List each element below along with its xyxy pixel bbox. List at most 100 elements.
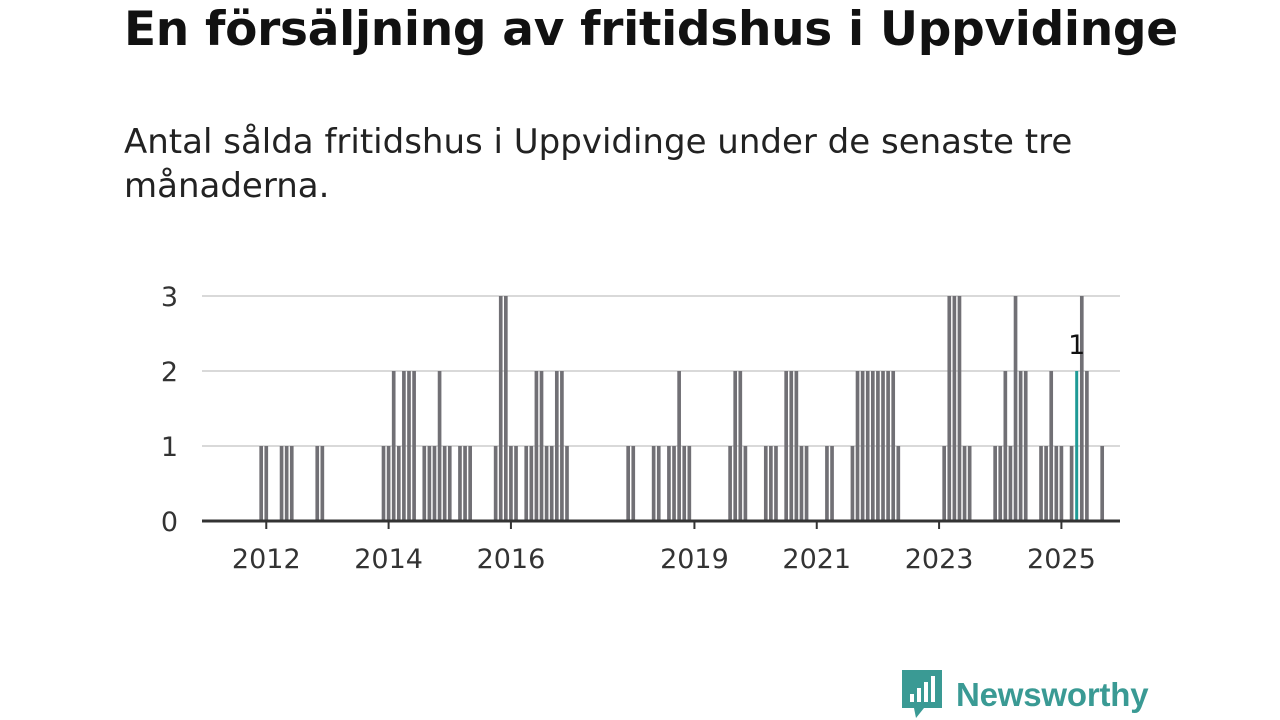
bar bbox=[993, 446, 997, 521]
newsworthy-logo-icon bbox=[902, 670, 942, 718]
bar bbox=[1059, 446, 1064, 521]
bar bbox=[891, 371, 896, 521]
bar bbox=[534, 371, 539, 521]
newsworthy-logo: Newsworthy bbox=[902, 670, 1149, 720]
bar bbox=[631, 446, 636, 521]
bar bbox=[952, 296, 957, 521]
bar bbox=[733, 371, 738, 521]
y-tick-label: 2 bbox=[161, 357, 178, 388]
bar bbox=[830, 446, 834, 521]
bar bbox=[626, 446, 630, 521]
bar bbox=[799, 446, 804, 521]
bar bbox=[279, 446, 284, 521]
x-tick-label: 2016 bbox=[477, 544, 546, 575]
bar bbox=[468, 446, 472, 521]
bar bbox=[458, 446, 462, 521]
bar bbox=[1085, 371, 1089, 521]
bar bbox=[769, 446, 773, 521]
y-tick-label: 1 bbox=[161, 432, 178, 463]
bar bbox=[554, 371, 559, 521]
bar bbox=[432, 446, 437, 521]
bar bbox=[682, 446, 687, 521]
highlight-bar bbox=[1075, 371, 1079, 521]
bar bbox=[804, 446, 809, 521]
chart-title: En försäljning av fritidshus i Uppviding… bbox=[124, 2, 1178, 57]
chart-subtitle: Antal sålda fritidshus i Uppvidinge unde… bbox=[124, 122, 1073, 207]
bar bbox=[962, 446, 967, 521]
bar bbox=[396, 446, 401, 521]
bar bbox=[386, 446, 391, 521]
x-tick-label: 2014 bbox=[354, 544, 423, 575]
bar bbox=[1013, 296, 1018, 521]
bar bbox=[1100, 446, 1105, 521]
bar bbox=[1079, 296, 1084, 521]
bar bbox=[544, 446, 549, 521]
bar bbox=[865, 371, 870, 521]
bar bbox=[320, 446, 325, 521]
bar bbox=[789, 371, 794, 521]
bar bbox=[656, 446, 661, 521]
bar bbox=[870, 371, 875, 521]
bar bbox=[677, 371, 681, 521]
bar bbox=[412, 371, 416, 521]
bar bbox=[743, 446, 748, 521]
y-tick-label: 0 bbox=[161, 507, 178, 538]
bar bbox=[942, 446, 947, 521]
y-tick-label: 3 bbox=[161, 282, 178, 313]
bar bbox=[886, 371, 890, 521]
bar bbox=[947, 296, 952, 521]
bar bbox=[402, 371, 406, 521]
bar bbox=[763, 446, 768, 521]
bar bbox=[651, 446, 656, 521]
bar bbox=[437, 371, 442, 521]
bar bbox=[514, 446, 518, 521]
data-label: 1 bbox=[1068, 330, 1085, 361]
bar bbox=[1054, 446, 1059, 521]
bar bbox=[407, 371, 411, 521]
bar bbox=[881, 371, 885, 521]
bar bbox=[957, 296, 962, 521]
bar bbox=[774, 446, 778, 521]
x-tick-label: 2012 bbox=[232, 544, 301, 575]
bar bbox=[998, 446, 1003, 521]
bar bbox=[447, 446, 452, 521]
bar bbox=[284, 446, 289, 521]
bar bbox=[289, 446, 294, 521]
bar bbox=[967, 446, 972, 521]
bar bbox=[493, 446, 498, 521]
bar bbox=[738, 371, 743, 521]
bar bbox=[529, 446, 534, 521]
x-tick-label: 2019 bbox=[660, 544, 729, 575]
bar bbox=[560, 371, 564, 521]
bar bbox=[524, 446, 529, 521]
bar bbox=[1018, 371, 1023, 521]
bar bbox=[672, 446, 676, 521]
bar bbox=[442, 446, 447, 521]
bar bbox=[860, 371, 865, 521]
x-tick-label: 2025 bbox=[1027, 544, 1096, 575]
bar bbox=[259, 446, 264, 521]
bar bbox=[1044, 446, 1048, 521]
bar bbox=[1023, 371, 1028, 521]
bar bbox=[825, 446, 829, 521]
bar bbox=[1039, 446, 1043, 521]
bar bbox=[1008, 446, 1013, 521]
bar bbox=[264, 446, 269, 521]
brand-name: Newsworthy bbox=[956, 676, 1149, 713]
bar bbox=[728, 446, 732, 521]
bar bbox=[855, 371, 860, 521]
bar bbox=[422, 446, 427, 521]
bar bbox=[315, 446, 320, 521]
bar bbox=[794, 371, 799, 521]
bar bbox=[463, 446, 467, 521]
bar bbox=[565, 446, 569, 521]
bar bbox=[667, 446, 671, 521]
bar bbox=[876, 371, 880, 521]
bar bbox=[549, 446, 554, 521]
bar bbox=[1069, 446, 1074, 521]
bar bbox=[509, 446, 513, 521]
bar bbox=[427, 446, 432, 521]
bar bbox=[381, 446, 386, 521]
bar bbox=[850, 446, 855, 521]
